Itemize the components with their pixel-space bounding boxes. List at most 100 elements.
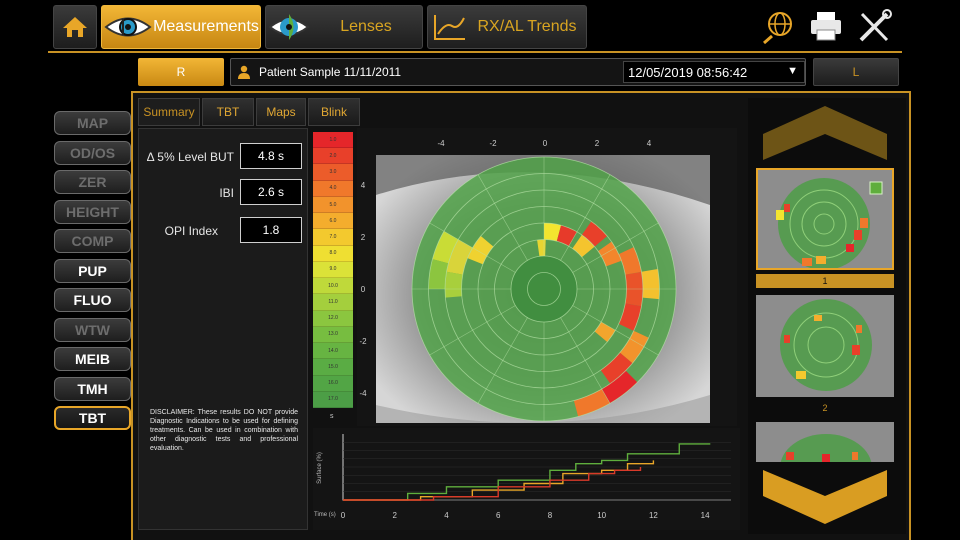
tab-lenses[interactable]: Lenses: [265, 5, 423, 49]
subtab-tbt[interactable]: TBT: [202, 98, 254, 126]
scale-step: 5.0: [313, 196, 353, 214]
map-spoke: [560, 317, 611, 404]
tbt-x-tick: 6: [496, 511, 501, 520]
patient-selector[interactable]: Patient Sample 11/11/2011 12/05/2019 08:…: [230, 58, 806, 86]
map-y-tick: 2: [360, 233, 366, 242]
capture-label: 2: [822, 403, 828, 413]
tear-breakup-map: [376, 155, 710, 423]
color-scale-legend: 1.0 2.0 3.0 4.0 5.0 6.0 7.0 8.0 9.0 10.0 11.0 12.0 1…: [313, 132, 353, 408]
map-spoke: [477, 174, 528, 261]
left-eye-button[interactable]: L: [813, 58, 899, 86]
scale-step: 4.0: [313, 180, 353, 197]
chevron-down-icon: ▼: [787, 65, 798, 77]
map-cell: [556, 225, 577, 247]
sidebar-item-height[interactable]: HEIGHT: [54, 200, 131, 224]
tbt-x-tick: 2: [393, 511, 398, 520]
map-y-tick: -2: [359, 337, 367, 346]
capture-label: 1: [756, 274, 894, 288]
map-cell: [573, 389, 610, 417]
tbt-chart: 0 2 4 6 8 10 12 14: [341, 434, 731, 520]
sidebar-item-comp[interactable]: COMP: [54, 229, 131, 253]
map-x-tick: -2: [489, 139, 497, 148]
tools-icon[interactable]: [856, 9, 892, 45]
right-eye-button[interactable]: R: [138, 58, 224, 86]
capture-thumbnail[interactable]: [756, 295, 894, 397]
scale-step: 3.0: [313, 164, 353, 181]
tbt-series-line: [343, 443, 711, 501]
exam-date-dropdown[interactable]: 12/05/2019 08:56:42 ▼: [623, 61, 805, 83]
scale-step: 14.0: [313, 343, 353, 360]
sidebar-item-od-os[interactable]: OD/OS: [54, 141, 131, 165]
map-y-tick: 4: [360, 181, 366, 190]
map-cell: [446, 239, 473, 275]
tab-label: Lenses: [340, 18, 392, 35]
header-divider: [48, 51, 902, 53]
map-spoke: [477, 317, 528, 404]
map-cell: [641, 268, 660, 300]
exam-datetime: 12/05/2019 08:56:42: [628, 65, 748, 80]
sidebar-item-meib[interactable]: MEIB: [54, 347, 131, 371]
map-cell: [432, 231, 459, 264]
map-y-tick: 0: [360, 285, 366, 294]
tab-rx-al-trends[interactable]: RX/AL Trends: [427, 5, 587, 49]
map-cell: [594, 322, 616, 343]
tbt-chart-x-label: Time (s): [314, 512, 336, 518]
home-button[interactable]: [53, 5, 97, 49]
map-x-tick: -4: [437, 139, 445, 148]
scale-step: 1.0: [313, 132, 353, 149]
tbt-x-tick: 10: [597, 511, 606, 520]
capture-thumbnail[interactable]: [756, 168, 894, 270]
map-x-tick: 2: [594, 139, 600, 148]
patient-name: Patient Sample 11/11/2011: [259, 65, 402, 79]
scale-step: 13.0: [313, 326, 353, 344]
scale-step: 8.0: [313, 245, 353, 262]
tbt-chart-panel: [313, 428, 740, 530]
map-spoke: [560, 174, 611, 261]
sidebar-item-map[interactable]: MAP: [54, 111, 131, 135]
map-spoke: [572, 222, 659, 273]
map-y-tick: -4: [359, 389, 367, 398]
but-level-value: 4.8 s: [240, 143, 302, 169]
sidebar-item-tmh[interactable]: TMH: [54, 377, 131, 401]
tab-label: RX/AL Trends: [477, 18, 577, 35]
eye-icon: [104, 17, 152, 37]
map-center: [511, 256, 577, 322]
scale-step: 11.0: [313, 294, 353, 311]
scale-step: 16.0: [313, 375, 353, 392]
capture-image: [756, 422, 894, 462]
tbt-x-tick: 8: [548, 511, 553, 520]
subtab-maps[interactable]: Maps: [256, 98, 306, 126]
subtab-summary[interactable]: Summary: [138, 98, 200, 126]
scale-step: 17.0: [313, 391, 353, 408]
tab-label: Measurements: [153, 18, 259, 35]
scale-step: 9.0: [313, 261, 353, 279]
tbt-series-line: [343, 467, 642, 501]
scroll-down-arrow-icon[interactable]: [763, 468, 887, 526]
scale-step: 2.0: [313, 148, 353, 165]
map-cell: [544, 223, 562, 242]
user-icon: [238, 65, 250, 79]
map-cell: [618, 247, 642, 275]
opi-index-label: OPI Index: [164, 224, 218, 238]
map-cell: [618, 303, 642, 331]
sidebar-item-wtw[interactable]: WTW: [54, 318, 131, 342]
scale-step: 7.0: [313, 229, 353, 246]
map-x-tick: 0: [542, 139, 548, 148]
sidebar-item-fluo[interactable]: FLUO: [54, 288, 131, 312]
scale-unit-label: s: [330, 413, 334, 420]
tab-measurements[interactable]: Measurements: [101, 5, 261, 49]
capture-thumbnail[interactable]: [756, 422, 894, 462]
opi-index-value: 1.8: [240, 217, 302, 243]
sidebar-item-zer[interactable]: ZER: [54, 170, 131, 194]
scroll-up-arrow-icon[interactable]: [763, 104, 887, 162]
scale-step: 15.0: [313, 359, 353, 376]
tbt-x-tick: 4: [444, 511, 449, 520]
sidebar-item-tbt[interactable]: TBT: [54, 406, 131, 430]
sidebar-item-pup[interactable]: PUP: [54, 259, 131, 283]
map-cell: [581, 221, 608, 247]
globe-icon[interactable]: [760, 10, 796, 44]
tbt-x-tick: 14: [701, 511, 710, 520]
map-cell: [428, 259, 449, 289]
subtab-blink[interactable]: Blink: [308, 98, 360, 126]
printer-icon[interactable]: [808, 10, 844, 42]
